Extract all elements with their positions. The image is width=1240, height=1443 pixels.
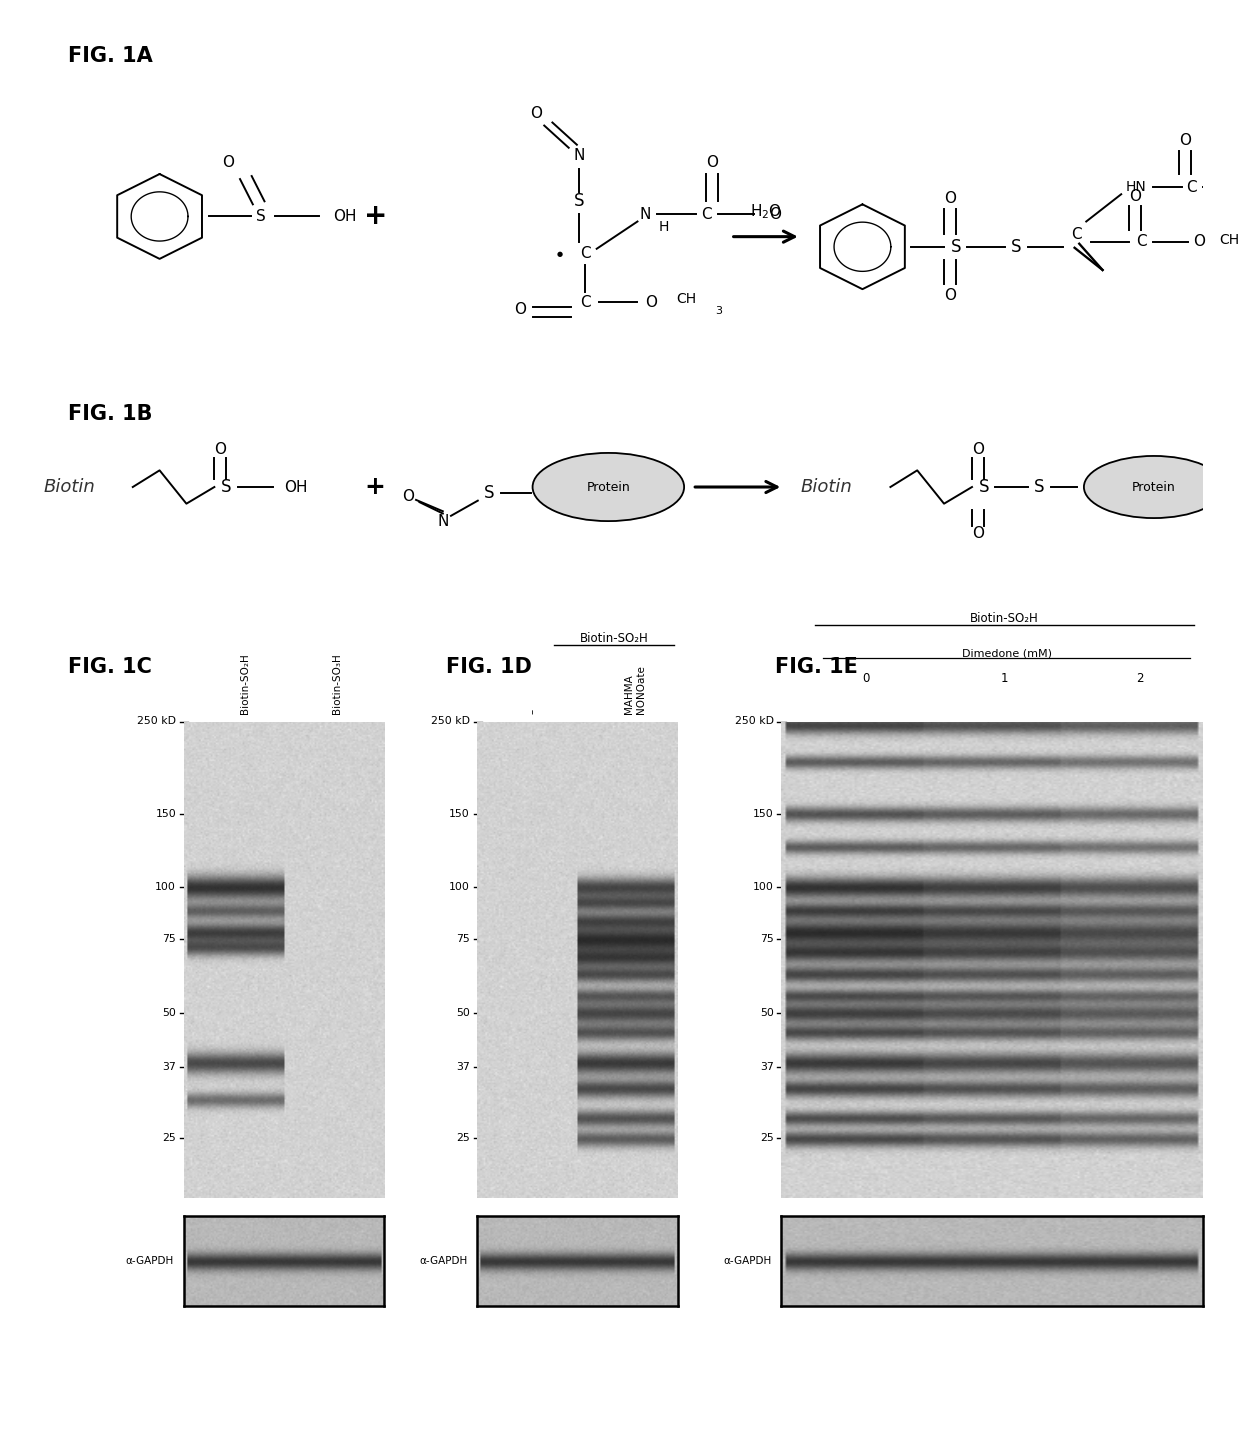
Text: FIG. 1B: FIG. 1B xyxy=(68,404,153,424)
Text: FIG. 1C: FIG. 1C xyxy=(68,657,153,677)
Text: O: O xyxy=(944,190,956,206)
Text: S: S xyxy=(484,483,495,502)
Text: O: O xyxy=(944,287,956,303)
Text: 150: 150 xyxy=(155,810,176,820)
Text: HN: HN xyxy=(1126,180,1147,195)
Ellipse shape xyxy=(1084,456,1224,518)
Text: C: C xyxy=(701,206,712,222)
Text: 3: 3 xyxy=(715,306,723,316)
Text: 100: 100 xyxy=(155,882,176,892)
Text: α-GAPDH: α-GAPDH xyxy=(125,1257,174,1266)
Text: 2: 2 xyxy=(1136,672,1143,685)
Text: O: O xyxy=(402,489,414,505)
Text: +: + xyxy=(363,202,387,231)
Text: CH: CH xyxy=(676,293,696,306)
Text: O: O xyxy=(215,442,226,456)
Text: O: O xyxy=(706,156,718,170)
Text: 250 kD: 250 kD xyxy=(432,717,470,726)
Text: Protein: Protein xyxy=(1132,481,1176,494)
Text: S: S xyxy=(1011,238,1022,255)
Text: O: O xyxy=(972,527,983,541)
Text: C: C xyxy=(580,247,590,261)
Text: 250 kD: 250 kD xyxy=(138,717,176,726)
Text: C: C xyxy=(1136,234,1146,250)
Text: α-GAPDH: α-GAPDH xyxy=(419,1257,467,1266)
Text: N: N xyxy=(640,206,651,222)
Text: S: S xyxy=(978,478,990,496)
Text: 37: 37 xyxy=(456,1062,470,1072)
Text: ●: ● xyxy=(557,251,563,257)
Text: +: + xyxy=(365,475,386,499)
Text: S: S xyxy=(1034,478,1045,496)
Text: FIG. 1A: FIG. 1A xyxy=(68,46,153,66)
Text: Biotin-SO₂H: Biotin-SO₂H xyxy=(239,654,249,714)
Text: O: O xyxy=(646,294,657,310)
Text: S: S xyxy=(950,238,961,255)
Text: Dimedone (mM): Dimedone (mM) xyxy=(962,648,1052,658)
Text: 75: 75 xyxy=(760,935,774,944)
Text: O: O xyxy=(1179,133,1192,149)
Text: 37: 37 xyxy=(760,1062,774,1072)
Text: 0: 0 xyxy=(862,672,869,685)
Text: 25: 25 xyxy=(760,1133,774,1143)
Text: 250 kD: 250 kD xyxy=(735,717,774,726)
Text: N: N xyxy=(438,514,449,528)
Text: O: O xyxy=(769,206,781,222)
Text: 50: 50 xyxy=(162,1007,176,1017)
Text: Biotin-SO₂H: Biotin-SO₂H xyxy=(970,612,1039,625)
Text: 25: 25 xyxy=(162,1133,176,1143)
Text: O: O xyxy=(972,442,983,456)
Text: 50: 50 xyxy=(456,1007,470,1017)
Text: Protein: Protein xyxy=(587,481,630,494)
Text: OH: OH xyxy=(284,479,308,495)
Text: O: O xyxy=(529,105,542,121)
Text: –: – xyxy=(528,709,538,714)
Text: 50: 50 xyxy=(760,1007,774,1017)
Text: O: O xyxy=(222,156,234,170)
Text: S: S xyxy=(257,209,265,224)
Text: H: H xyxy=(660,219,670,234)
Text: H$_2$O: H$_2$O xyxy=(750,202,781,221)
Text: 1: 1 xyxy=(1001,672,1008,685)
Text: 100: 100 xyxy=(753,882,774,892)
Text: O: O xyxy=(513,302,526,317)
Text: CH: CH xyxy=(1219,232,1239,247)
Text: MAHMA
NONOate: MAHMA NONOate xyxy=(624,665,646,714)
Text: 75: 75 xyxy=(162,935,176,944)
Ellipse shape xyxy=(533,453,684,521)
Text: FIG. 1D: FIG. 1D xyxy=(446,657,532,677)
Text: C: C xyxy=(1071,227,1083,242)
Text: 37: 37 xyxy=(162,1062,176,1072)
Text: FIG. 1E: FIG. 1E xyxy=(775,657,858,677)
Text: 100: 100 xyxy=(449,882,470,892)
Text: OH: OH xyxy=(334,209,357,224)
Text: 150: 150 xyxy=(753,810,774,820)
Text: C: C xyxy=(580,294,590,310)
Text: 25: 25 xyxy=(456,1133,470,1143)
Text: 150: 150 xyxy=(449,810,470,820)
Text: Biotin-SO₂H: Biotin-SO₂H xyxy=(579,632,649,645)
Text: Biotin: Biotin xyxy=(801,478,852,496)
Text: S: S xyxy=(574,192,584,211)
Text: S: S xyxy=(221,478,232,496)
Text: 75: 75 xyxy=(456,935,470,944)
Text: C: C xyxy=(1185,180,1197,195)
Text: Biotin: Biotin xyxy=(43,478,94,496)
Text: O: O xyxy=(1193,234,1205,250)
Text: α-GAPDH: α-GAPDH xyxy=(723,1257,771,1266)
Text: N: N xyxy=(574,149,585,163)
Text: Biotin-SO₃H: Biotin-SO₃H xyxy=(332,654,342,714)
Text: O: O xyxy=(1130,189,1141,203)
